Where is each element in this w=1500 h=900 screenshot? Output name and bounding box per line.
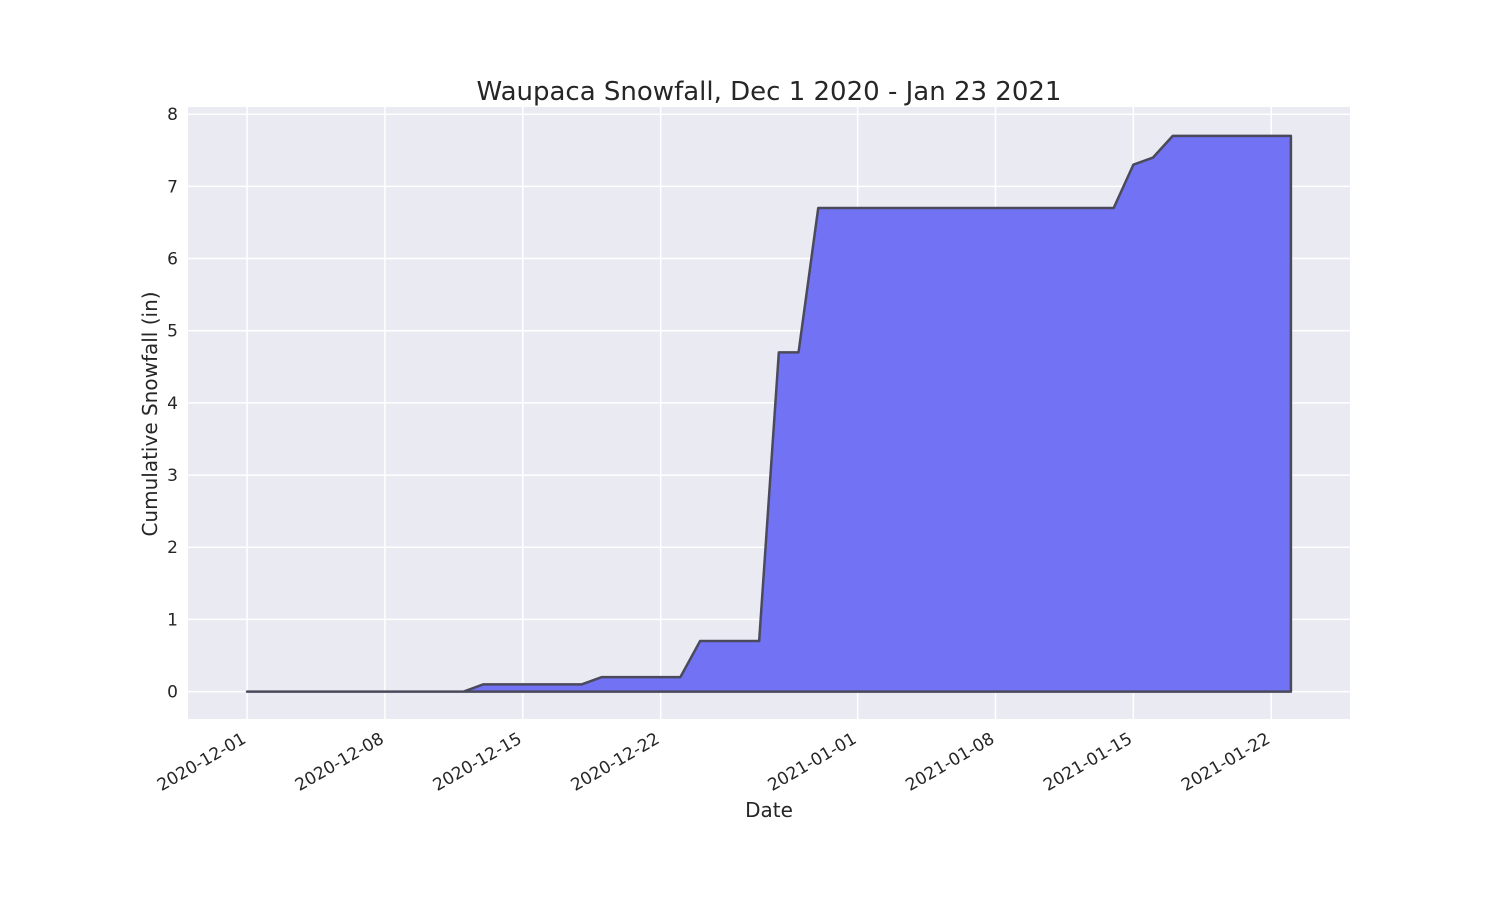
x-tick-label: 2021-01-01 bbox=[765, 729, 861, 796]
x-tick-label: 2020-12-15 bbox=[430, 729, 526, 796]
x-tick-label: 2020-12-01 bbox=[154, 729, 250, 796]
y-tick-label: 1 bbox=[167, 610, 178, 630]
y-axis-label: Cumulative Snowfall (in) bbox=[138, 291, 162, 536]
snowfall-area bbox=[247, 135, 1291, 692]
y-tick-label: 7 bbox=[167, 177, 178, 197]
x-tick-label: 2021-01-22 bbox=[1178, 729, 1274, 796]
x-tick-label: 2020-12-22 bbox=[568, 729, 664, 796]
y-tick-label: 0 bbox=[167, 683, 178, 703]
x-tick-label: 2021-01-08 bbox=[902, 729, 998, 796]
y-tick-label: 2 bbox=[167, 538, 178, 558]
x-tick-label: 2021-01-15 bbox=[1040, 729, 1136, 796]
y-tick-label: 3 bbox=[167, 466, 178, 486]
x-tick-labels: 2020-12-01 2020-12-08 2020-12-15 2020-12-22… bbox=[154, 729, 1274, 796]
y-tick-label: 4 bbox=[167, 394, 178, 414]
x-tick-label: 2020-12-08 bbox=[292, 729, 388, 796]
x-axis-label: Date bbox=[745, 798, 793, 822]
y-tick-labels: 0 1 2 3 4 5 6 7 8 bbox=[167, 105, 178, 702]
snowfall-line bbox=[245, 134, 1293, 693]
y-tick-label: 6 bbox=[167, 250, 178, 270]
y-tick-label: 5 bbox=[167, 322, 178, 342]
y-tick-label: 8 bbox=[167, 105, 178, 125]
chart-title: Waupaca Snowfall, Dec 1 2020 - Jan 23 20… bbox=[477, 77, 1062, 107]
